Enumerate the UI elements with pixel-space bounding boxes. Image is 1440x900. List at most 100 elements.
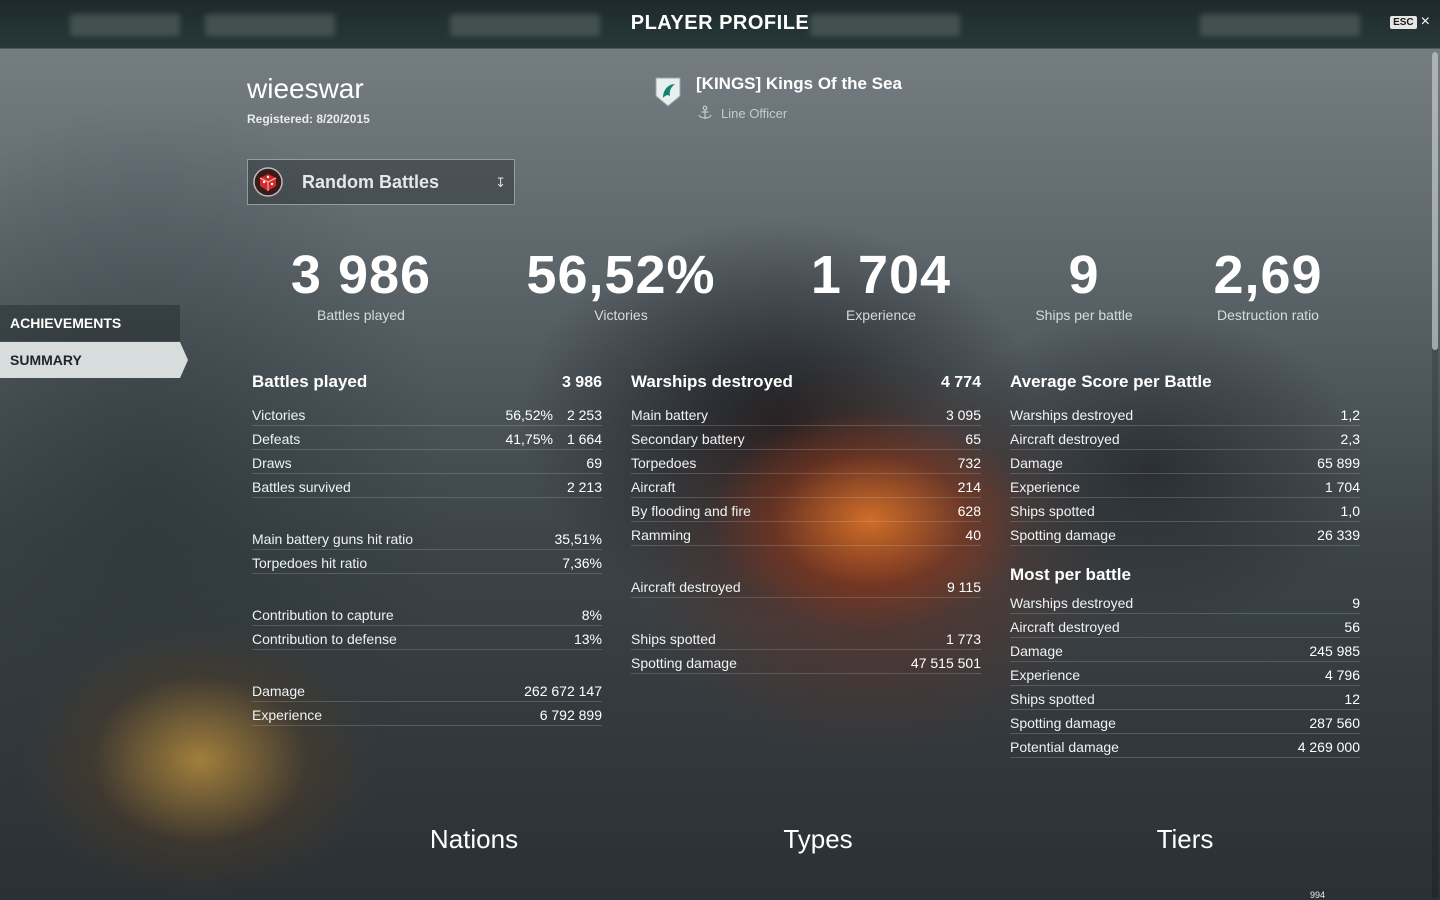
stat-row: Aircraft destroyed 9 115 [631, 574, 981, 598]
summary-experience: 1 704 Experience [781, 243, 981, 323]
summary-victories: 56,52% Victories [511, 243, 731, 323]
side-nav: ACHIEVEMENTS SUMMARY [0, 305, 190, 379]
stat-label: Damage [1010, 455, 1063, 471]
stat-row: Spotting damage 287 560 [1010, 710, 1360, 734]
stat-value: 2 253 [566, 407, 602, 423]
stat-row: Contribution to capture 8% [252, 602, 602, 626]
blurred-division [450, 14, 600, 36]
scrollbar-thumb[interactable] [1432, 52, 1438, 350]
stat-row: Warships destroyed 1,2 [1010, 402, 1360, 426]
stat-value: 13% [573, 631, 602, 647]
stat-label: Main battery guns hit ratio [252, 531, 414, 547]
stat-row: Main battery guns hit ratio 35,51% [252, 526, 602, 550]
stat-label: Contribution to defense [252, 631, 397, 647]
stat-row: Secondary battery 65 [631, 426, 981, 450]
stat-row: Ships spotted 1 773 [631, 626, 981, 650]
stat-label: Aircraft destroyed [1010, 619, 1120, 635]
stat-value: 1 664 [566, 431, 602, 447]
summary-value: 1 704 [810, 245, 952, 305]
top-bar: PLAYER PROFILE ESC × [0, 0, 1440, 49]
stat-value: 1 773 [945, 631, 981, 647]
stat-row: Damage 245 985 [1010, 638, 1360, 662]
stat-label: Secondary battery [631, 431, 745, 447]
stat-value: 287 560 [1309, 715, 1360, 731]
stat-label: Spotting damage [1010, 715, 1116, 731]
stat-label: Main battery [631, 407, 709, 423]
summary-label: Experience [845, 307, 917, 323]
battle-type-dropdown[interactable]: Random Battles ↧ [247, 159, 515, 205]
stat-row: Spotting damage 26 339 [1010, 522, 1360, 546]
section-nations: Nations [429, 824, 519, 854]
summary-value: 56,52% [526, 245, 716, 305]
stat-value: 1,2 [1340, 407, 1360, 423]
player-name: wieeswar [247, 73, 364, 104]
stat-label: Warships destroyed [1010, 595, 1134, 611]
summary-value: 2,69 [1213, 245, 1323, 305]
battles-column: Battles played 3 986 Victories 56,52% 2 2… [252, 372, 602, 726]
stat-label: Aircraft [631, 479, 676, 495]
stat-label: Aircraft destroyed [1010, 431, 1120, 447]
stat-label: Spotting damage [1010, 527, 1116, 543]
clan-role: Line Officer [697, 105, 787, 121]
stat-row: Damage 262 672 147 [252, 678, 602, 702]
summary-value: 9 [1068, 245, 1100, 305]
stat-value: 4 796 [1324, 667, 1360, 683]
col-header-label: Warships destroyed [631, 372, 793, 391]
stat-row: Ships spotted 1,0 [1010, 498, 1360, 522]
close-button[interactable]: ESC × [1390, 14, 1430, 30]
stat-value: 245 985 [1309, 643, 1360, 659]
nav-achievements[interactable]: ACHIEVEMENTS [0, 305, 180, 341]
stat-label: By flooding and fire [631, 503, 751, 519]
stat-label: Aircraft destroyed [631, 579, 741, 595]
blurred-mode [810, 14, 960, 36]
stat-value: 9 [1352, 595, 1360, 611]
stat-value: 214 [957, 479, 981, 495]
col-header: Battles played 3 986 [252, 372, 602, 396]
stat-label: Experience [1010, 667, 1081, 683]
blurred-stats [205, 14, 335, 36]
stat-label: Ships spotted [1010, 691, 1095, 707]
summary-label: Victories [594, 307, 648, 323]
stat-row: Experience 1 704 [1010, 474, 1360, 498]
col-header-label: Battles played [252, 372, 368, 391]
stat-values: 56,52% 2 253 [505, 407, 602, 423]
stat-value: 3 095 [945, 407, 981, 423]
most-per-battle-header: Most per battle [1010, 565, 1131, 584]
blurred-player-name [70, 14, 180, 36]
scrollbar-track[interactable] [1432, 52, 1438, 898]
stat-value: 2 213 [566, 479, 602, 495]
stat-value: 6 792 899 [539, 707, 602, 723]
summary-value: 3 986 [290, 245, 432, 305]
stat-label: Torpedoes [631, 455, 697, 471]
summary-label: Destruction ratio [1217, 307, 1319, 323]
stat-value: 2,3 [1340, 431, 1360, 447]
stat-label: Battles survived [252, 479, 351, 495]
col-header-value: 4 774 [940, 374, 981, 391]
blurred-currency [1200, 14, 1360, 36]
stat-row: Torpedoes 732 [631, 450, 981, 474]
stat-label: Warships destroyed [1010, 407, 1134, 423]
stat-value: 26 339 [1317, 527, 1360, 543]
stat-row: Experience 4 796 [1010, 662, 1360, 686]
clan-shield-icon[interactable] [654, 76, 682, 108]
clan-name[interactable]: [KINGS] Kings Of the Sea [696, 74, 902, 93]
stat-label: Potential damage [1010, 739, 1119, 755]
stat-row: Contribution to defense 13% [252, 626, 602, 650]
stat-label: Ships spotted [631, 631, 716, 647]
col-header: Average Score per Battle [1010, 372, 1360, 396]
tiers-peek-value: 994 [1310, 890, 1326, 900]
stat-value: 7,36% [562, 555, 602, 571]
battle-type-label: Random Battles [302, 171, 440, 192]
stat-label: Spotting damage [631, 655, 737, 671]
stat-label: Torpedoes hit ratio [252, 555, 368, 571]
nav-summary[interactable]: SUMMARY [0, 342, 188, 378]
stat-value: 12 [1344, 691, 1360, 707]
stat-row: Spotting damage 47 515 501 [631, 650, 981, 674]
summary-ships-per-battle: 9 Ships per battle [1004, 243, 1164, 323]
stat-value: 1 704 [1324, 479, 1360, 495]
stat-percent: 41,75% [505, 431, 553, 447]
stat-value: 35,51% [554, 531, 602, 547]
stat-label: Experience [252, 707, 323, 723]
page-title: PLAYER PROFILE [630, 12, 810, 34]
stat-row: Potential damage 4 269 000 [1010, 734, 1360, 758]
